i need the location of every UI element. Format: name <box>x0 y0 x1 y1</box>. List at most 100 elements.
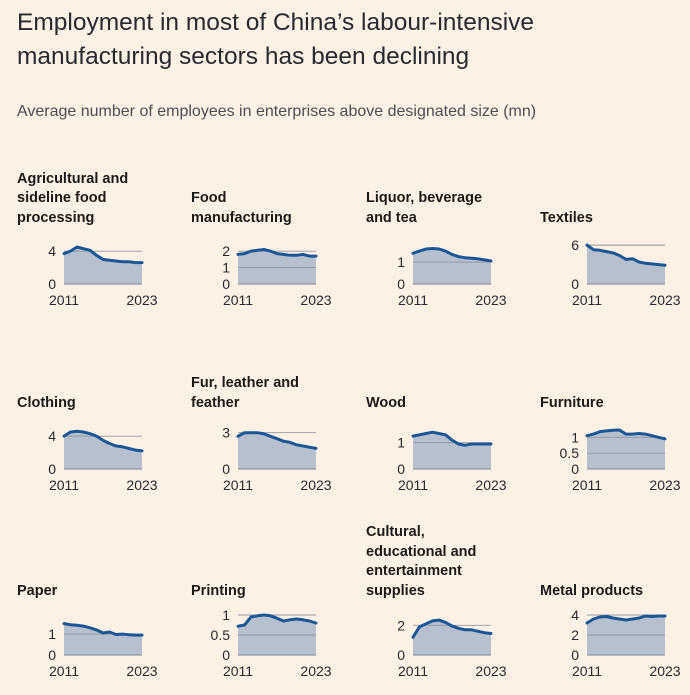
x-tick-label: 2011 <box>572 477 602 493</box>
y-tick-label: 0 <box>397 276 405 292</box>
data-point <box>101 631 105 635</box>
y-tick-label: 0 <box>48 647 56 663</box>
data-point <box>140 449 144 453</box>
data-point <box>476 630 480 633</box>
data-point <box>431 431 434 434</box>
data-point <box>424 247 428 251</box>
panel-7: 0 1 2011 2023 <box>397 430 507 493</box>
data-point <box>62 434 66 438</box>
data-point <box>75 245 79 249</box>
data-point <box>437 247 441 251</box>
data-point <box>411 434 415 438</box>
x-tick-label: 2011 <box>49 292 79 308</box>
panel-title: Clothing <box>17 394 76 411</box>
panel-title: Food manufacturing <box>191 190 292 226</box>
data-point <box>236 253 240 256</box>
data-point <box>82 247 85 250</box>
data-point <box>605 615 608 618</box>
data-point <box>314 621 318 625</box>
data-point <box>249 249 253 253</box>
data-point <box>611 251 615 255</box>
panel-title: Wood <box>366 394 406 411</box>
data-point <box>637 260 641 264</box>
data-point <box>69 249 72 253</box>
data-point <box>121 260 124 263</box>
data-point <box>243 252 246 255</box>
data-point <box>598 615 602 619</box>
x-tick-label: 2011 <box>49 663 79 679</box>
data-point <box>95 254 98 257</box>
data-point <box>243 623 246 627</box>
area-fill <box>64 431 142 469</box>
data-point <box>314 254 318 258</box>
y-tick-label: 0 <box>222 461 230 477</box>
data-point <box>88 249 92 252</box>
y-tick-label: 1 <box>222 260 230 276</box>
data-point <box>134 448 137 452</box>
x-tick-label: 2011 <box>572 292 602 308</box>
data-point <box>444 249 447 253</box>
panel-title: Metal products <box>540 582 644 599</box>
data-point <box>489 259 493 263</box>
data-point <box>611 616 615 620</box>
x-tick-label: 2011 <box>398 477 428 493</box>
data-point <box>127 447 131 450</box>
data-point <box>236 435 240 438</box>
data-point <box>424 622 428 625</box>
data-point <box>437 618 441 622</box>
data-point <box>62 622 66 625</box>
data-point <box>308 254 311 258</box>
y-tick-label: 0 <box>397 461 405 477</box>
x-tick-label: 2023 <box>300 663 331 679</box>
data-point <box>127 633 131 636</box>
panel-1: 0 4 2011 2023 <box>48 243 158 308</box>
data-point <box>101 258 105 261</box>
data-point <box>295 617 298 621</box>
panel-6: 0 3 2011 2023 <box>222 425 332 493</box>
area-fill <box>64 623 142 655</box>
data-point <box>424 432 428 435</box>
data-point <box>269 435 272 438</box>
x-tick-label: 2023 <box>649 292 680 308</box>
x-tick-label: 2023 <box>300 292 331 308</box>
data-point <box>470 628 473 631</box>
data-point <box>82 430 85 434</box>
area-fill <box>413 620 491 655</box>
area-fill <box>587 245 665 284</box>
data-point <box>114 444 118 448</box>
data-point <box>288 618 292 621</box>
data-point <box>489 632 493 635</box>
data-point <box>418 625 421 628</box>
data-point <box>88 626 92 629</box>
y-tick-label: 0.5 <box>560 445 580 461</box>
x-tick-label: 2023 <box>475 292 506 308</box>
data-point <box>598 430 602 433</box>
data-point <box>301 253 305 256</box>
panel-title: Liquor, beverage and tea <box>366 190 483 226</box>
y-tick-label: 0 <box>571 647 579 663</box>
x-tick-label: 2011 <box>223 477 253 493</box>
data-point <box>69 623 72 626</box>
data-point <box>101 439 105 442</box>
data-point <box>457 442 460 446</box>
data-point <box>431 619 434 623</box>
data-point <box>108 259 111 262</box>
data-point <box>463 444 467 447</box>
data-point <box>114 633 118 636</box>
data-point <box>592 617 595 621</box>
data-point <box>88 432 92 435</box>
data-point <box>95 628 98 632</box>
y-tick-label: 0.5 <box>211 627 231 643</box>
data-point <box>592 248 595 251</box>
y-tick-label: 4 <box>48 428 56 444</box>
panel-9: 0 1 2011 2023 <box>48 622 158 679</box>
data-point <box>114 259 118 263</box>
data-point <box>282 440 285 443</box>
panel-3: 0 1 2011 2023 <box>397 247 507 308</box>
data-point <box>618 254 621 257</box>
data-point <box>249 431 253 434</box>
data-point <box>108 442 111 445</box>
data-point <box>463 256 467 259</box>
y-tick-label: 1 <box>222 607 230 623</box>
data-point <box>62 252 66 255</box>
